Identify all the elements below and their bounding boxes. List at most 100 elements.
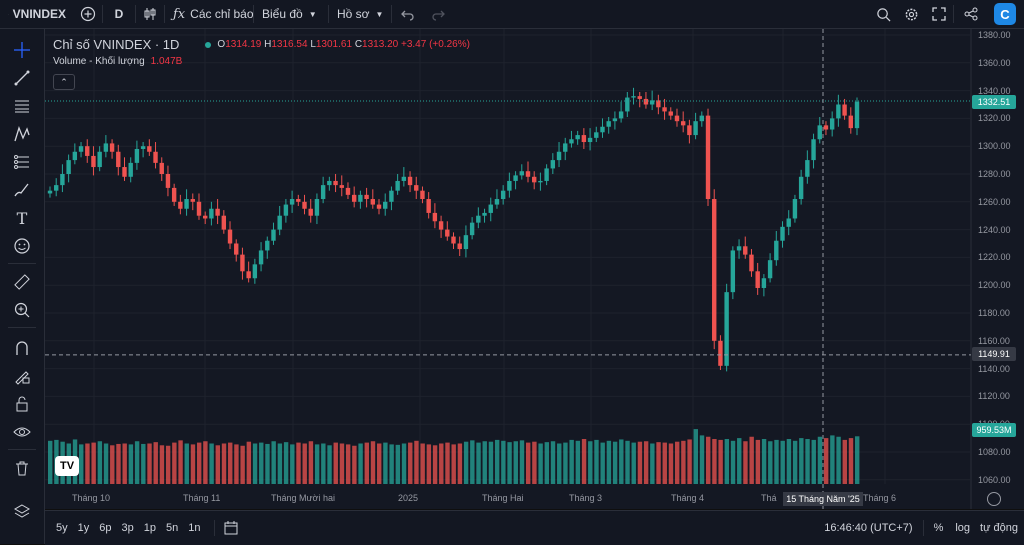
price-tick-label: 1180.00 <box>978 308 1010 318</box>
profile-menu-button[interactable]: Hồ sơ ▼ <box>329 0 391 28</box>
volume-bar <box>675 442 679 484</box>
high-value: 1316.54 <box>271 39 307 50</box>
range-1y[interactable]: 1y <box>73 522 95 534</box>
search-icon <box>8 8 9 21</box>
redo-icon <box>431 7 445 21</box>
volume-bar <box>327 445 331 484</box>
percent-toggle[interactable]: % <box>928 522 950 534</box>
range-3p[interactable]: 3p <box>117 522 139 534</box>
candle-body <box>166 174 170 188</box>
candle-body <box>48 191 52 194</box>
goto-date-button[interactable] <box>223 520 239 536</box>
range-1p[interactable]: 1p <box>139 522 161 534</box>
brush-tool[interactable] <box>8 177 36 203</box>
collapse-legend-button[interactable]: ⌃ <box>53 74 75 90</box>
volume-bar <box>278 444 282 485</box>
volume-bar <box>712 439 716 484</box>
quick-search-button[interactable] <box>869 0 897 28</box>
volume-value: 1.047B <box>151 56 183 67</box>
trend-line-tool[interactable] <box>8 65 36 91</box>
close-value: 1313.20 <box>362 39 398 50</box>
plus-circle-icon <box>80 6 96 22</box>
volume-bar <box>110 445 114 484</box>
candle-body <box>358 195 362 202</box>
volume-bar <box>129 444 133 484</box>
candle-body <box>147 146 151 152</box>
candle-body <box>284 205 288 216</box>
volume-bar <box>644 441 648 484</box>
magnet-tool[interactable] <box>8 335 36 361</box>
volume-bar <box>321 444 325 485</box>
app-logo-icon[interactable]: C <box>994 3 1016 25</box>
candle-body <box>731 250 735 292</box>
share-button[interactable] <box>954 0 988 28</box>
candle-body <box>91 156 95 167</box>
chart-title[interactable]: Chỉ số VNINDEX · 1D <box>53 37 179 52</box>
symbol-search[interactable]: VNINDEX <box>0 0 74 28</box>
zoom-tool[interactable] <box>8 297 36 323</box>
lock-tool[interactable] <box>8 391 36 417</box>
volume-bar <box>830 435 834 484</box>
indicators-button[interactable]: ƒx Các chỉ báo <box>165 0 253 28</box>
volume-bar <box>377 444 381 485</box>
candle-body <box>718 341 722 366</box>
log-toggle[interactable]: log <box>949 522 976 534</box>
candle-body <box>420 191 424 199</box>
tradingview-logo-icon[interactable]: TV <box>55 456 79 476</box>
candle-body <box>73 152 77 160</box>
text-tool[interactable]: T <box>8 205 36 231</box>
volume-bar <box>768 441 772 484</box>
undo-button[interactable] <box>392 0 424 28</box>
candle-body <box>563 143 567 151</box>
chevron-up-icon: ⌃ <box>60 77 68 88</box>
pattern-tool[interactable] <box>8 121 36 147</box>
volume-bar <box>700 435 704 484</box>
settings-button[interactable] <box>897 0 925 28</box>
function-icon: ƒx <box>173 7 185 22</box>
bottom-right-controls: 16:46:40 (UTC+7) % log tự động <box>818 520 1024 536</box>
volume-bar <box>116 444 120 484</box>
chart-pane[interactable]: Chỉ số VNINDEX · 1D O1314.19 H1316.54 L1… <box>45 29 1024 509</box>
chart-menu-button[interactable]: Biểu đồ ▼ <box>254 0 328 28</box>
time-tick-label: Thá <box>761 493 777 503</box>
volume-label: Volume - Khối lượng <box>53 56 145 67</box>
range-5y[interactable]: 5y <box>51 522 73 534</box>
price-chart[interactable] <box>45 29 1024 509</box>
fib-tool[interactable] <box>8 93 36 119</box>
auto-toggle[interactable]: tự động <box>976 522 1024 534</box>
volume-bar <box>154 442 158 484</box>
volume-bar <box>197 443 201 484</box>
chart-type-button[interactable] <box>136 0 164 28</box>
measure-tool[interactable] <box>8 269 36 295</box>
candle-body <box>85 146 89 156</box>
volume-bar <box>600 443 604 484</box>
timezone-button[interactable]: 16:46:40 (UTC+7) <box>818 522 918 534</box>
object-tree-tool[interactable] <box>8 499 36 525</box>
volume-bar <box>160 445 164 484</box>
fullscreen-button[interactable] <box>925 0 953 28</box>
time-tick-label: Tháng 4 <box>671 493 704 503</box>
volume-bar <box>812 440 816 484</box>
volume-bar <box>98 441 102 484</box>
stay-drawing-tool[interactable] <box>8 363 36 389</box>
volume-bar <box>594 440 598 484</box>
candle-body <box>569 139 573 143</box>
volume-bar <box>483 441 487 484</box>
volume-bar <box>439 444 443 485</box>
volume-bar <box>749 437 753 484</box>
range-6p[interactable]: 6p <box>94 522 116 534</box>
forecast-tool[interactable] <box>8 149 36 175</box>
range-5n[interactable]: 5n <box>161 522 183 534</box>
hide-tool[interactable] <box>8 419 36 445</box>
compare-button[interactable] <box>74 0 102 28</box>
candle-body <box>631 96 635 97</box>
range-1n[interactable]: 1n <box>183 522 205 534</box>
emoji-tool[interactable] <box>8 233 36 259</box>
delete-tool[interactable] <box>8 455 36 481</box>
goto-realtime-button[interactable] <box>987 492 1001 506</box>
volume-bar <box>507 442 511 484</box>
crosshair-tool[interactable] <box>8 37 36 63</box>
candle-body <box>377 205 381 209</box>
redo-button[interactable] <box>424 0 452 28</box>
interval-button[interactable]: D <box>103 0 135 28</box>
